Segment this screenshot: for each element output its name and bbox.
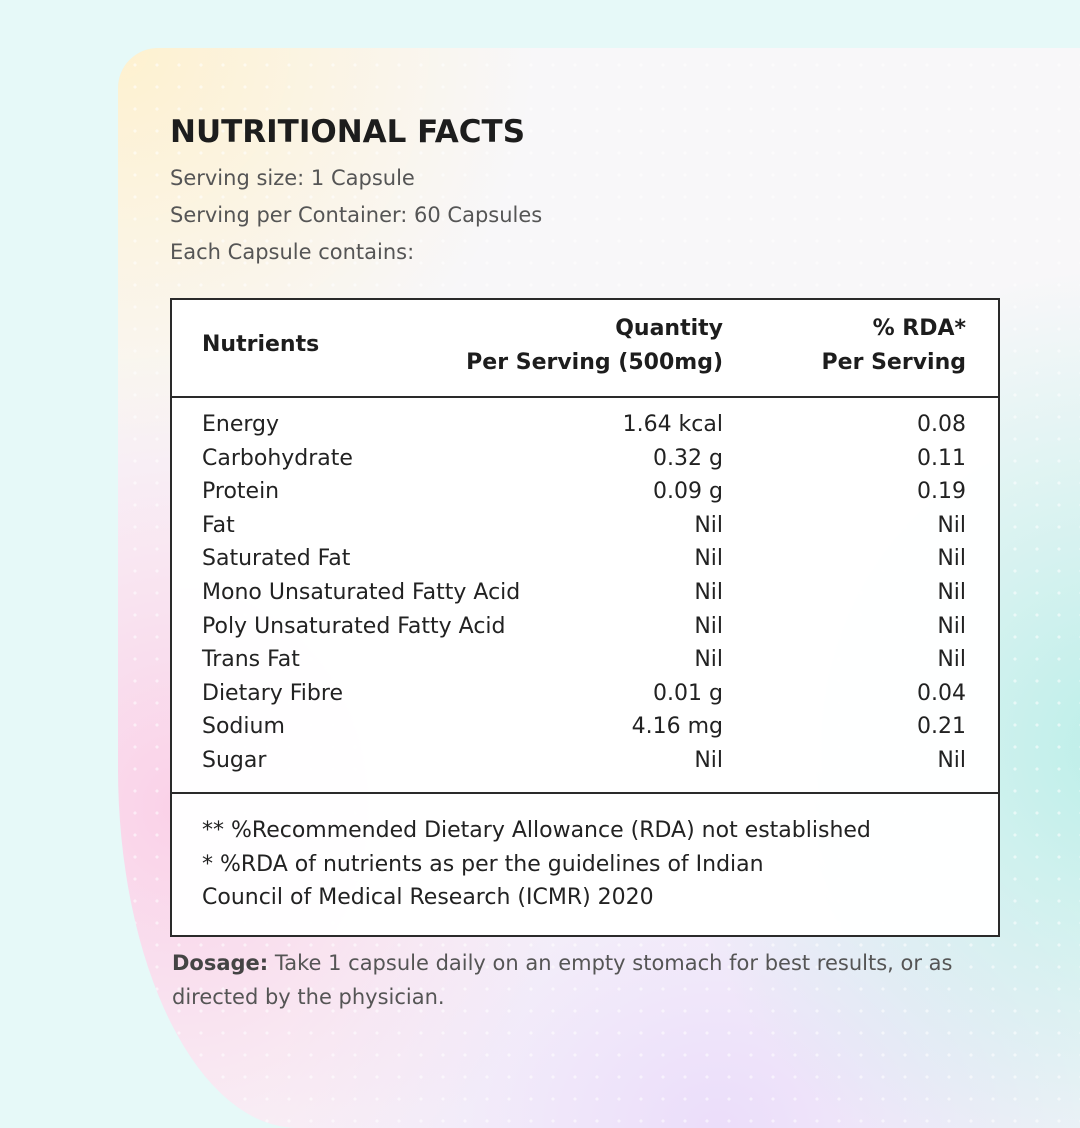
nutrient-rda: 0.21 xyxy=(917,714,966,740)
dosage-text: Dosage: Take 1 capsule daily on an empty… xyxy=(172,946,1012,1014)
table-row: Sodium 4.16 mg 0.21 xyxy=(172,710,998,744)
nutrient-quantity: Nil xyxy=(694,647,723,673)
each-capsule-label: Each Capsule contains: xyxy=(170,240,415,264)
header-quantity-line1: Quantity xyxy=(615,316,723,341)
nutrient-quantity: Nil xyxy=(694,579,723,605)
nutrient-name: Saturated Fat xyxy=(202,546,351,572)
nutrient-name: Trans Fat xyxy=(202,647,300,673)
note-rda-guidelines: * %RDA of nutrients as per the guideline… xyxy=(202,851,764,877)
nutrient-rda: Nil xyxy=(937,747,966,773)
nutrient-quantity: Nil xyxy=(694,512,723,538)
nutrient-name: Mono Unsaturated Fatty Acid xyxy=(202,579,521,605)
nutrient-name: Protein xyxy=(202,479,280,505)
table-body: Energy 1.64 kcal 0.08 Carbohydrate 0.32 … xyxy=(172,408,998,778)
nutrient-quantity: Nil xyxy=(694,613,723,639)
table-divider xyxy=(172,792,998,794)
table-header: Nutrients Quantity Per Serving (500mg) %… xyxy=(172,300,998,398)
nutrient-name: Carbohydrate xyxy=(202,445,353,471)
table-row: Protein 0.09 g 0.19 xyxy=(172,475,998,509)
nutrient-quantity: 4.16 mg xyxy=(631,714,723,740)
header-quantity-line2: Per Serving (500mg) xyxy=(466,350,723,375)
header-rda-line2: Per Serving xyxy=(821,350,966,375)
nutrient-rda: Nil xyxy=(937,613,966,639)
table-row: Fat Nil Nil xyxy=(172,509,998,543)
header-rda-line1: % RDA* xyxy=(872,316,966,341)
nutrient-name: Sugar xyxy=(202,747,267,773)
nutrient-quantity: Nil xyxy=(694,747,723,773)
nutrient-quantity: 1.64 kcal xyxy=(622,412,723,437)
header-nutrients: Nutrients xyxy=(202,332,320,357)
serving-size: Serving size: 1 Capsule xyxy=(170,166,415,190)
nutrient-rda: 0.08 xyxy=(917,412,966,437)
serving-per-container: Serving per Container: 60 Capsules xyxy=(170,203,543,227)
dosage-label: Dosage: xyxy=(172,951,269,975)
nutrient-rda: 0.19 xyxy=(917,479,966,505)
nutrient-quantity: Nil xyxy=(694,546,723,572)
nutrition-table: Nutrients Quantity Per Serving (500mg) %… xyxy=(170,298,1000,937)
nutrient-quantity: 0.09 g xyxy=(653,479,723,505)
nutrient-name: Energy xyxy=(202,412,280,437)
table-row: Energy 1.64 kcal 0.08 xyxy=(172,408,998,442)
nutrient-name: Sodium xyxy=(202,714,285,740)
nutrient-quantity: 0.32 g xyxy=(653,445,723,471)
table-row: Mono Unsaturated Fatty Acid Nil Nil xyxy=(172,576,998,610)
nutrient-rda: 0.11 xyxy=(917,445,966,471)
nutrient-name: Dietary Fibre xyxy=(202,680,343,706)
nutrient-name: Poly Unsaturated Fatty Acid xyxy=(202,613,506,639)
table-row: Carbohydrate 0.32 g 0.11 xyxy=(172,442,998,476)
nutrient-rda: Nil xyxy=(937,647,966,673)
nutrient-name: Fat xyxy=(202,512,235,538)
note-icmr: Council of Medical Research (ICMR) 2020 xyxy=(202,885,654,910)
page-title: NUTRITIONAL FACTS xyxy=(170,114,526,150)
nutrient-rda: 0.04 xyxy=(917,680,966,706)
nutrient-quantity: 0.01 g xyxy=(653,680,723,706)
table-notes: ** %Recommended Dietary Allowance (RDA) … xyxy=(202,814,871,915)
table-row: Dietary Fibre 0.01 g 0.04 xyxy=(172,677,998,711)
table-row: Saturated Fat Nil Nil xyxy=(172,542,998,576)
header-rda: % RDA* Per Serving xyxy=(822,312,966,380)
nutrient-rda: Nil xyxy=(937,579,966,605)
nutrient-rda: Nil xyxy=(937,546,966,572)
table-row: Trans Fat Nil Nil xyxy=(172,643,998,677)
table-row: Poly Unsaturated Fatty Acid Nil Nil xyxy=(172,610,998,644)
note-rda-not-established: ** %Recommended Dietary Allowance (RDA) … xyxy=(202,818,871,843)
table-row: Sugar Nil Nil xyxy=(172,744,998,778)
dosage-instructions: Take 1 capsule daily on an empty stomach… xyxy=(172,951,953,1009)
nutrient-rda: Nil xyxy=(937,512,966,538)
header-quantity: Quantity Per Serving (500mg) xyxy=(466,312,723,380)
